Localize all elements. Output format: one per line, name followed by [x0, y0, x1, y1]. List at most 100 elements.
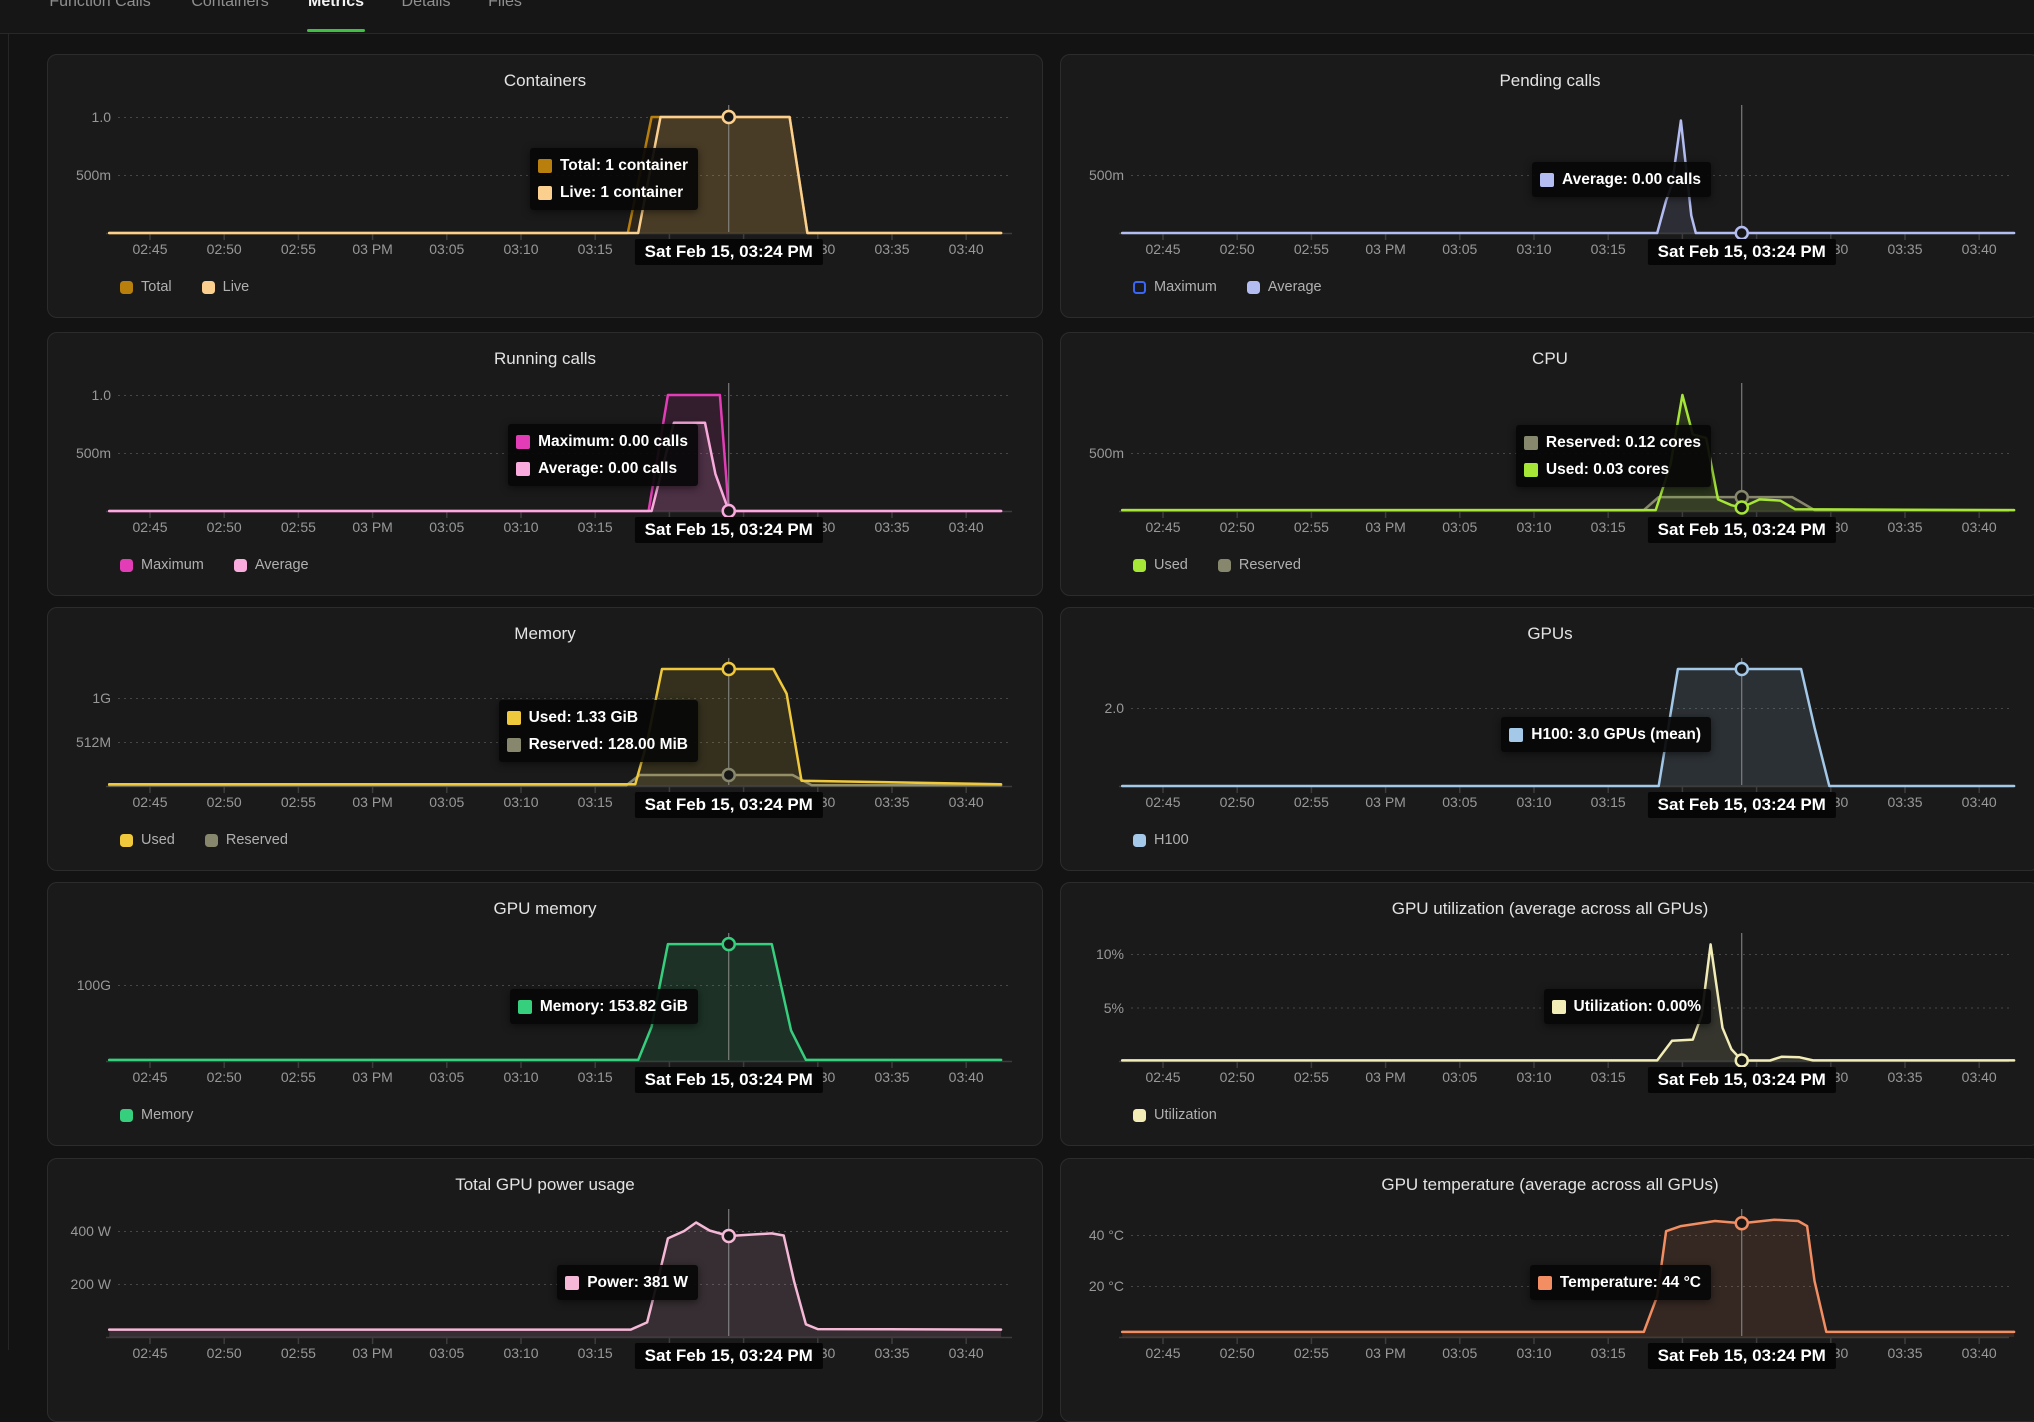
y-axis-label: 500m — [75, 167, 111, 183]
crosshair-date-badge: Sat Feb 15, 03:24 PM — [1647, 1067, 1836, 1093]
tooltip-series-swatch — [1523, 435, 1538, 450]
x-axis-label: 03:10 — [503, 794, 539, 810]
chart-legend-memory: Used Reserved — [120, 832, 288, 848]
legend-item-live[interactable]: Live — [201, 279, 249, 295]
legend-item-reserved[interactable]: Reserved — [204, 832, 288, 848]
y-axis-label: 1.0 — [91, 387, 111, 403]
legend-item-maximum[interactable]: Maximum — [1133, 279, 1217, 295]
legend-item-h100[interactable]: H100 — [1133, 832, 1189, 848]
x-axis-label: 03:35 — [1887, 1345, 1923, 1361]
legend-item-average[interactable]: Average — [1246, 279, 1322, 295]
x-axis-label: 03:15 — [1590, 519, 1626, 535]
legend-item-used[interactable]: Used — [1133, 557, 1188, 573]
tab-containers[interactable]: Containers — [191, 0, 269, 10]
legend-swatch — [233, 558, 247, 572]
crosshair-date-badge: Sat Feb 15, 03:24 PM — [1647, 1343, 1836, 1369]
chart-tooltip-gpu-memory: Memory: 153.82 GiB — [509, 989, 698, 1024]
chart-plot-gpus[interactable] — [1061, 608, 2034, 871]
x-axis-label: 03:40 — [948, 1345, 984, 1361]
y-axis-label: 2.0 — [1104, 700, 1124, 716]
chart-plot-gpu-temperature[interactable] — [1061, 1159, 2034, 1422]
x-axis-label: 02:45 — [132, 1345, 168, 1361]
crosshair-marker-used — [721, 661, 737, 677]
legend-item-reserved[interactable]: Reserved — [1217, 557, 1301, 573]
x-axis-label: 03 PM — [1365, 794, 1406, 810]
legend-label: Average — [254, 557, 309, 573]
x-axis-label: 03:10 — [503, 1345, 539, 1361]
tab-function-calls[interactable]: Function Calls — [49, 0, 151, 10]
legend-swatch — [204, 833, 218, 847]
legend-swatch — [1133, 558, 1146, 572]
chart-panel-gpu-power: Total GPU power usage 400 W 200 W 02:45 02:5… — [47, 1158, 1043, 1422]
legend-item-maximum[interactable]: Maximum — [120, 557, 204, 573]
chart-legend-running-calls: Maximum Average — [120, 557, 309, 573]
tooltip-series-value: Used: 1.33 GiB — [528, 708, 639, 726]
x-axis-label: 02:45 — [1145, 241, 1181, 257]
chart-panel-memory: Memory 1G 512M 02:45 02:50 02:55 03 PM 03:05 03:… — [47, 607, 1043, 871]
series-line-utilization — [1120, 943, 2016, 1062]
x-axis-label: 03:10 — [1516, 794, 1552, 810]
x-axis-label: 03:10 — [1516, 1069, 1552, 1085]
x-axis-label: 03:05 — [429, 1069, 465, 1085]
crosshair-marker-live — [721, 109, 737, 125]
series-line-average — [1120, 119, 2016, 235]
chart-tooltip-running-calls: Maximum: 0.00 calls Average: 0.00 calls — [508, 424, 698, 486]
legend-item-utilization[interactable]: Utilization — [1133, 1107, 1217, 1123]
crosshair-marker-memory — [721, 936, 737, 952]
x-axis-label: 02:50 — [1219, 1345, 1255, 1361]
x-axis-label: 03 PM — [1365, 519, 1406, 535]
series-line-memory — [107, 942, 1003, 1062]
legend-item-average[interactable]: Average — [233, 557, 309, 573]
x-axis-label: 03:15 — [1590, 794, 1626, 810]
legend-item-total[interactable]: Total — [120, 279, 172, 295]
legend-swatch — [120, 1108, 133, 1122]
tab-details[interactable]: Details — [401, 0, 451, 10]
chart-legend-cpu: Used Reserved — [1133, 557, 1301, 573]
chart-panel-gpu-utilization: GPU utilization (average across all GPUs… — [1060, 882, 2034, 1146]
chart-plot-gpu-memory[interactable] — [48, 883, 1043, 1146]
chart-panel-gpu-memory: GPU memory 100G 02:45 02:50 02:55 03 PM 03:05 0… — [47, 882, 1043, 1146]
x-axis-label: 03:15 — [577, 1345, 613, 1361]
legend-label: H100 — [1154, 832, 1189, 848]
chart-tooltip-cpu: Reserved: 0.12 cores Used: 0.03 cores — [1515, 425, 1711, 487]
x-axis-label: 03:05 — [1442, 1069, 1478, 1085]
chart-title-running-calls: Running calls — [493, 349, 597, 368]
tooltip-series-swatch — [1509, 727, 1524, 742]
tab-metrics[interactable]: Metrics — [307, 0, 365, 10]
x-axis-label: 02:55 — [1293, 519, 1329, 535]
x-axis-label: 03 PM — [352, 519, 393, 535]
x-axis-label: 02:45 — [132, 519, 168, 535]
legend-label: Used — [141, 832, 175, 848]
legend-swatch — [1246, 280, 1260, 294]
x-axis-label: 03:15 — [1590, 1345, 1626, 1361]
chart-title-gpus: GPUs — [1527, 624, 1573, 643]
y-axis-label: 100G — [76, 977, 111, 993]
x-axis-label: 03:10 — [503, 519, 539, 535]
chart-title-pending-calls: Pending calls — [1499, 71, 1601, 90]
chart-plot-containers[interactable] — [48, 55, 1043, 318]
series-line-used — [107, 667, 1003, 786]
crosshair-marker-average — [1734, 225, 1750, 241]
chart-tooltip-gpu-utilization: Utilization: 0.00% — [1543, 989, 1711, 1024]
chart-tooltip-containers: Total: 1 container Live: 1 container — [529, 148, 698, 210]
chart-title-cpu: CPU — [1532, 349, 1568, 368]
x-axis-label: 02:45 — [1145, 1069, 1181, 1085]
tooltip-series-value: Average: 0.00 calls — [538, 459, 678, 477]
legend-swatch — [201, 280, 215, 294]
legend-item-used[interactable]: Used — [120, 832, 175, 848]
legend-swatch — [120, 558, 133, 572]
chart-panel-containers: Containers 1.0 500m 02:45 02:50 02:55 03 PM 03:… — [47, 54, 1043, 318]
legend-label: Used — [1154, 557, 1188, 573]
x-axis-label: 02:55 — [280, 794, 316, 810]
chart-plot-memory[interactable] — [48, 608, 1043, 871]
x-axis-label: 02:50 — [206, 794, 242, 810]
tab-files[interactable]: Files — [488, 0, 522, 10]
tooltip-series-swatch — [1539, 172, 1554, 187]
x-axis-label: 03:10 — [503, 1069, 539, 1085]
x-axis-label: 03:10 — [1516, 519, 1552, 535]
chart-plot-running-calls[interactable] — [48, 333, 1043, 596]
legend-item-memory[interactable]: Memory — [120, 1107, 193, 1123]
crosshair-marker-used — [1734, 500, 1750, 515]
x-axis-label: 03:05 — [429, 1345, 465, 1361]
chart-plot-gpu-power[interactable] — [48, 1159, 1043, 1422]
